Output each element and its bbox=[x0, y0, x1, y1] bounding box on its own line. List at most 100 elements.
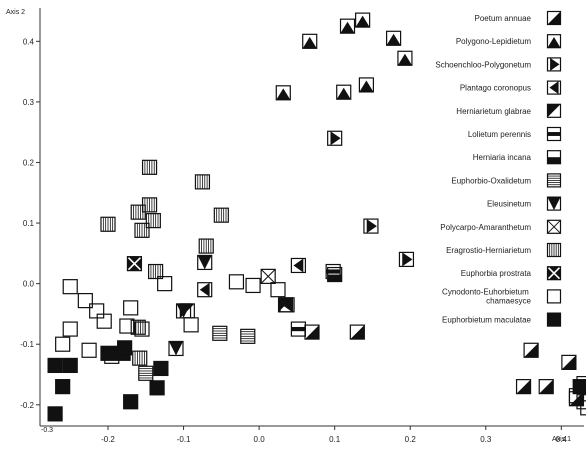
legend-item: Schoenchloo-Polygonetum bbox=[435, 58, 560, 71]
data-point bbox=[101, 346, 115, 360]
legend-label: Euphorbio-Oxalidetum bbox=[451, 176, 531, 185]
legend-marker bbox=[548, 244, 561, 257]
data-point bbox=[56, 380, 70, 394]
legend-marker bbox=[548, 151, 561, 164]
legend-item: Polygono-Lepidietum bbox=[456, 35, 561, 48]
legend-item: Eragrostio-Herniarietum bbox=[446, 244, 560, 257]
legend-label: Plantago coronopus bbox=[460, 84, 531, 93]
y-axis-label: Axis 2 bbox=[6, 9, 25, 16]
legend-label: Cynodonto-Euhorbietum chamaesyce bbox=[442, 287, 531, 305]
data-point bbox=[154, 361, 168, 375]
data-point bbox=[127, 257, 141, 271]
data-point bbox=[143, 198, 157, 212]
x-tick-label: 0.1 bbox=[329, 435, 341, 444]
data-point bbox=[198, 283, 212, 297]
data-point bbox=[48, 358, 62, 372]
data-point bbox=[246, 278, 260, 292]
data-point bbox=[135, 223, 149, 237]
data-point bbox=[524, 343, 538, 357]
data-point bbox=[517, 380, 531, 394]
legend: Poetum annuae Polygono-Lepidietum Schoench… bbox=[435, 12, 560, 327]
legend-label: Herniarietum glabrae bbox=[456, 107, 531, 116]
legend-marker bbox=[548, 267, 561, 280]
legend-item: Plantago coronopus bbox=[460, 81, 561, 94]
data-point bbox=[63, 322, 77, 336]
y-tick-label: -0.1 bbox=[20, 340, 34, 349]
data-point bbox=[364, 219, 378, 233]
data-point bbox=[573, 380, 586, 394]
data-point bbox=[261, 269, 275, 283]
data-point bbox=[133, 351, 147, 365]
data-point bbox=[291, 258, 305, 272]
data-point bbox=[291, 322, 305, 336]
legend-marker bbox=[548, 313, 561, 326]
legend-marker bbox=[548, 197, 561, 210]
data-point bbox=[350, 325, 364, 339]
x-tick-label: 0.3 bbox=[480, 435, 492, 444]
legend-marker bbox=[548, 290, 561, 303]
legend-item: Euphorbia prostrata bbox=[461, 267, 561, 280]
data-point bbox=[387, 31, 401, 45]
data-point bbox=[184, 318, 198, 332]
data-point bbox=[337, 85, 351, 99]
legend-marker bbox=[548, 128, 561, 141]
data-point bbox=[177, 304, 191, 318]
data-point bbox=[305, 325, 319, 339]
legend-marker bbox=[548, 81, 561, 94]
legend-label: Eragrostio-Herniarietum bbox=[446, 246, 531, 255]
y-tick-label: 0.1 bbox=[23, 219, 35, 228]
data-point bbox=[143, 160, 157, 174]
legend-label: Poetum annuae bbox=[475, 14, 532, 23]
legend-label: Lolietum perennis bbox=[468, 130, 531, 139]
data-point bbox=[276, 86, 290, 100]
legend-item: Poetum annuae bbox=[475, 12, 561, 25]
legend-item: Euphorbietum maculatae bbox=[442, 313, 560, 326]
origin-tick-label: -0.3 bbox=[41, 427, 53, 434]
data-point bbox=[229, 275, 243, 289]
data-point bbox=[359, 78, 373, 92]
points-layer bbox=[48, 13, 586, 421]
data-point bbox=[82, 343, 96, 357]
legend-label: Polycarpo-Amaranthetum bbox=[440, 223, 531, 232]
x-tick-label: 0.2 bbox=[405, 435, 417, 444]
data-point bbox=[539, 380, 553, 394]
data-point bbox=[241, 329, 255, 343]
y-tick-label: 0.3 bbox=[23, 98, 35, 107]
data-point bbox=[213, 326, 227, 340]
data-point bbox=[198, 255, 212, 269]
legend-item: Herniaria incana bbox=[473, 151, 561, 164]
data-point bbox=[169, 341, 183, 355]
data-point bbox=[399, 252, 413, 266]
data-point bbox=[63, 280, 77, 294]
data-point bbox=[56, 337, 70, 351]
legend-marker bbox=[548, 104, 561, 117]
legend-marker bbox=[548, 174, 561, 187]
legend-item: Cynodonto-Euhorbietum chamaesyce bbox=[442, 287, 560, 305]
legend-marker bbox=[548, 35, 561, 48]
data-point bbox=[214, 208, 228, 222]
x-tick-label: 0.4 bbox=[556, 435, 568, 444]
data-point bbox=[124, 301, 138, 315]
data-point bbox=[328, 131, 342, 145]
y-tick-label: 0.4 bbox=[23, 37, 35, 46]
data-point bbox=[562, 355, 576, 369]
x-tick-label: -0.1 bbox=[177, 435, 191, 444]
data-point bbox=[271, 283, 285, 297]
legend-marker bbox=[548, 220, 561, 233]
data-point bbox=[398, 51, 412, 65]
x-tick-label: -0.2 bbox=[101, 435, 115, 444]
data-point bbox=[341, 19, 355, 33]
legend-label: Euphorbia prostrata bbox=[461, 269, 532, 278]
legend-label: Polygono-Lepidietum bbox=[456, 37, 531, 46]
data-point bbox=[356, 13, 370, 27]
y-tick-label: 0.0 bbox=[23, 280, 35, 289]
tick-layer: -0.2 -0.1 0.0 0.1 0.2 0.3 0.4 0.4 0.3 0.2 0.1 0.0 -0… bbox=[20, 37, 567, 444]
x-tick-label: 0.0 bbox=[254, 435, 266, 444]
data-point bbox=[101, 217, 115, 231]
data-point bbox=[48, 407, 62, 421]
legend-marker bbox=[548, 58, 561, 71]
data-point bbox=[195, 175, 209, 189]
y-tick-label: 0.2 bbox=[23, 158, 35, 167]
legend-item: Polycarpo-Amaranthetum bbox=[440, 220, 560, 233]
